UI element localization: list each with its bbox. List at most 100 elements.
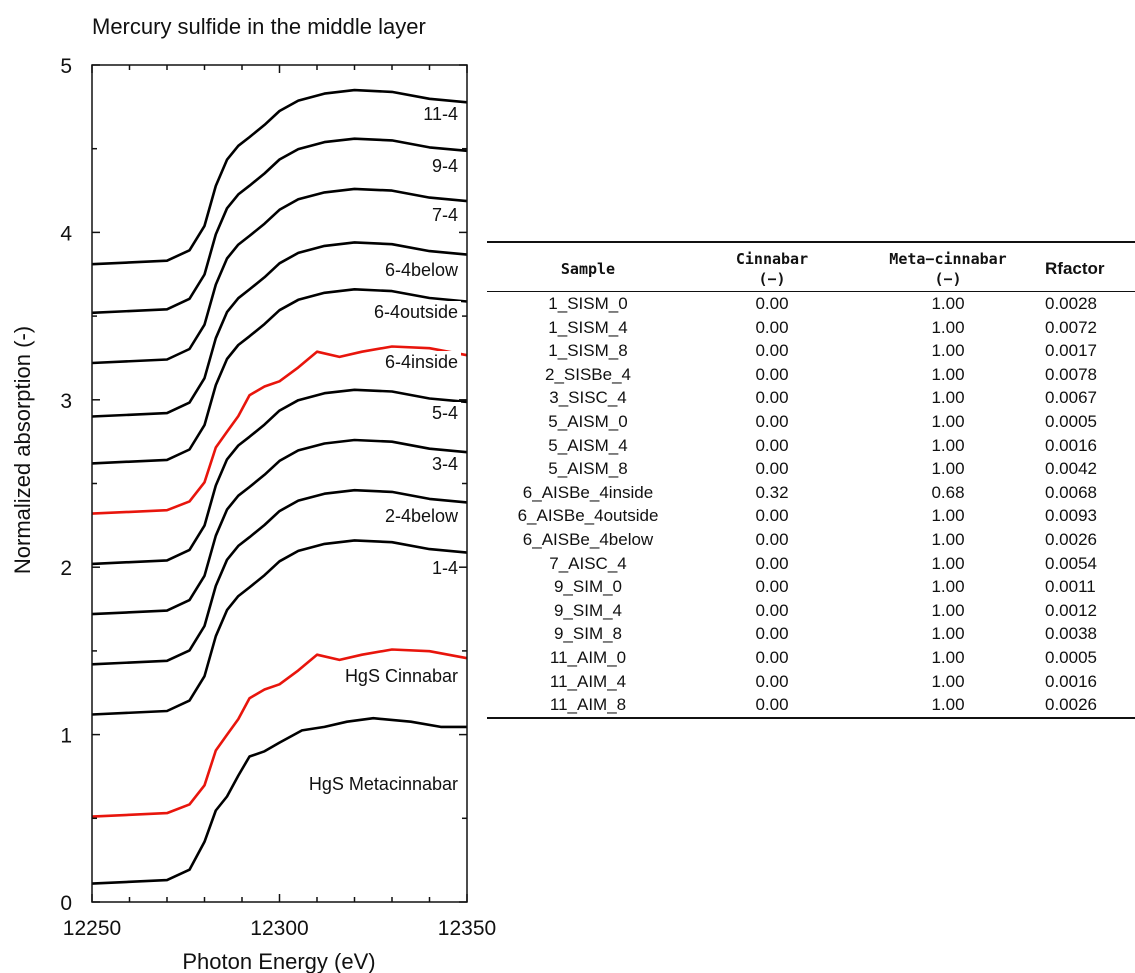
table-row: 9_SIM_0 0.00 1.00 0.0011 xyxy=(487,575,1135,599)
y-tick-label: 1 xyxy=(60,725,72,748)
table-row: 1_SISM_4 0.00 1.00 0.0072 xyxy=(487,316,1135,340)
cell-cinnabar: 0.00 xyxy=(755,459,789,479)
cell-sample: 5_AISM_4 xyxy=(548,435,628,455)
series-label-background xyxy=(428,557,461,579)
table-body: 1_SISM_0 0.00 1.00 0.0028 1_SISM_4 0.00 1.00 0.… xyxy=(487,292,1135,719)
cell-sample: 5_AISM_0 xyxy=(548,411,628,431)
series-line xyxy=(91,539,468,716)
series-label-background xyxy=(428,155,461,177)
cell-rfactor: 0.0038 xyxy=(1045,624,1097,644)
table-row: 1_SISM_8 0.00 1.00 0.0017 xyxy=(487,339,1135,363)
x-tick-label: 12250 xyxy=(63,917,121,940)
table-row: 5_AISM_4 0.00 1.00 0.0016 xyxy=(487,434,1135,458)
y-tick-label: 0 xyxy=(60,892,72,915)
col-header-rfactor: Rfactor xyxy=(1041,241,1135,292)
cell-rfactor: 0.0067 xyxy=(1045,388,1097,408)
table-row: 2_SISBe_4 0.00 1.00 0.0078 xyxy=(487,363,1135,387)
cell-meta-cinnabar: 0.68 xyxy=(931,482,965,502)
table-row: 9_SIM_8 0.00 1.00 0.0038 xyxy=(487,622,1135,646)
table-row: 6_AISBe_4outside 0.00 1.00 0.0093 xyxy=(487,504,1135,528)
col-header-meta-cinnabar: Meta−cinnabar (−) xyxy=(855,241,1041,292)
table-row: 3_SISC_4 0.00 1.00 0.0067 xyxy=(487,386,1135,410)
cell-sample: 6_AISBe_4outside xyxy=(517,506,659,526)
cell-rfactor: 0.0005 xyxy=(1045,647,1097,667)
y-tick-label: 4 xyxy=(60,222,72,245)
cell-meta-cinnabar: 1.00 xyxy=(931,459,965,479)
series-label-background xyxy=(305,773,461,795)
cell-cinnabar: 0.00 xyxy=(755,317,789,337)
series-label: 7-4 xyxy=(432,205,458,225)
cell-meta-cinnabar: 1.00 xyxy=(931,364,965,384)
series-line xyxy=(91,488,468,666)
fit-results-table: Sample Cinnabar (−) Meta−cinnabar (−) Rfac… xyxy=(487,241,1135,719)
series-label: 6-4outside xyxy=(374,302,458,322)
cell-meta-cinnabar: 1.00 xyxy=(931,671,965,691)
cell-cinnabar: 0.00 xyxy=(755,388,789,408)
cell-cinnabar: 0.00 xyxy=(755,529,789,549)
cell-meta-cinnabar: 1.00 xyxy=(931,388,965,408)
series-label-background xyxy=(428,204,461,226)
cell-sample: 2_SISBe_4 xyxy=(544,364,631,384)
cell-rfactor: 0.0012 xyxy=(1045,600,1097,620)
cell-cinnabar: 0.00 xyxy=(755,435,789,455)
cell-rfactor: 0.0026 xyxy=(1045,529,1097,549)
series-line xyxy=(91,88,468,266)
series-label: 6-4inside xyxy=(385,352,458,372)
cell-meta-cinnabar: 1.00 xyxy=(931,577,965,597)
cell-sample: 9_SIM_4 xyxy=(553,600,623,620)
series-line xyxy=(91,438,468,616)
chart-title: Mercury sulfide in the middle layer xyxy=(92,14,426,39)
cell-sample: 11_AIM_4 xyxy=(549,671,627,691)
cell-sample: 1_SISM_4 xyxy=(548,317,628,337)
series-label: 5-4 xyxy=(432,403,458,423)
table-header-row: Sample Cinnabar (−) Meta−cinnabar (−) Rfac… xyxy=(487,241,1135,292)
cell-cinnabar: 0.00 xyxy=(755,577,789,597)
cell-rfactor: 0.0011 xyxy=(1045,577,1096,597)
cell-meta-cinnabar: 1.00 xyxy=(931,341,965,361)
series-label-background xyxy=(381,259,462,281)
cell-rfactor: 0.0005 xyxy=(1045,411,1097,431)
table-row: 1_SISM_0 0.00 1.00 0.0028 xyxy=(487,292,1135,316)
cell-cinnabar: 0.00 xyxy=(755,364,789,384)
series-line xyxy=(91,716,467,885)
cell-meta-cinnabar: 1.00 xyxy=(931,317,965,337)
series-label-background xyxy=(381,351,461,373)
series-label-background xyxy=(420,103,461,125)
table-row: 11_AIM_4 0.00 1.00 0.0016 xyxy=(487,670,1135,694)
cell-sample: 6_AISBe_4inside xyxy=(522,482,654,502)
cell-cinnabar: 0.00 xyxy=(689,693,855,719)
cell-rfactor: 0.0028 xyxy=(1045,294,1097,313)
cell-sample: 6_AISBe_4below xyxy=(522,529,654,549)
series-label-background xyxy=(428,402,461,424)
cell-sample: 3_SISC_4 xyxy=(549,388,627,408)
table-row: 6_AISBe_4inside 0.32 0.68 0.0068 xyxy=(487,481,1135,505)
y-tick-label: 5 xyxy=(60,55,72,78)
cell-cinnabar: 0.00 xyxy=(755,624,789,644)
cell-sample: 1_SISM_0 xyxy=(548,294,628,313)
plot-frame xyxy=(91,64,468,903)
col-header-sample: Sample xyxy=(487,241,689,292)
cell-meta-cinnabar: 1.00 xyxy=(931,624,965,644)
cell-meta-cinnabar: 1.00 xyxy=(931,435,965,455)
cell-sample: 5_AISM_8 xyxy=(548,459,628,479)
series-label: HgS Cinnabar xyxy=(345,666,458,686)
cell-cinnabar: 0.00 xyxy=(755,506,789,526)
series-label: 3-4 xyxy=(432,454,458,474)
series-label-background xyxy=(370,301,461,323)
cell-cinnabar: 0.00 xyxy=(755,294,789,313)
series-label: HgS Metacinnabar xyxy=(309,774,458,794)
cell-meta-cinnabar: 1.00 xyxy=(855,693,1041,719)
cell-meta-cinnabar: 1.00 xyxy=(931,553,965,573)
cell-rfactor: 0.0026 xyxy=(1041,693,1135,719)
cell-rfactor: 0.0017 xyxy=(1045,341,1097,361)
series-line xyxy=(91,648,468,818)
cell-sample: 9_SIM_0 xyxy=(553,577,623,597)
series-line xyxy=(91,187,468,365)
series-label: 9-4 xyxy=(432,156,458,176)
series-label: 11-4 xyxy=(423,104,458,124)
cell-sample: 11_AIM_8 xyxy=(487,693,689,719)
x-axis-title: Photon Energy (eV) xyxy=(182,949,375,973)
cell-meta-cinnabar: 1.00 xyxy=(931,506,965,526)
cell-rfactor: 0.0016 xyxy=(1045,435,1097,455)
cell-cinnabar: 0.00 xyxy=(755,647,789,667)
